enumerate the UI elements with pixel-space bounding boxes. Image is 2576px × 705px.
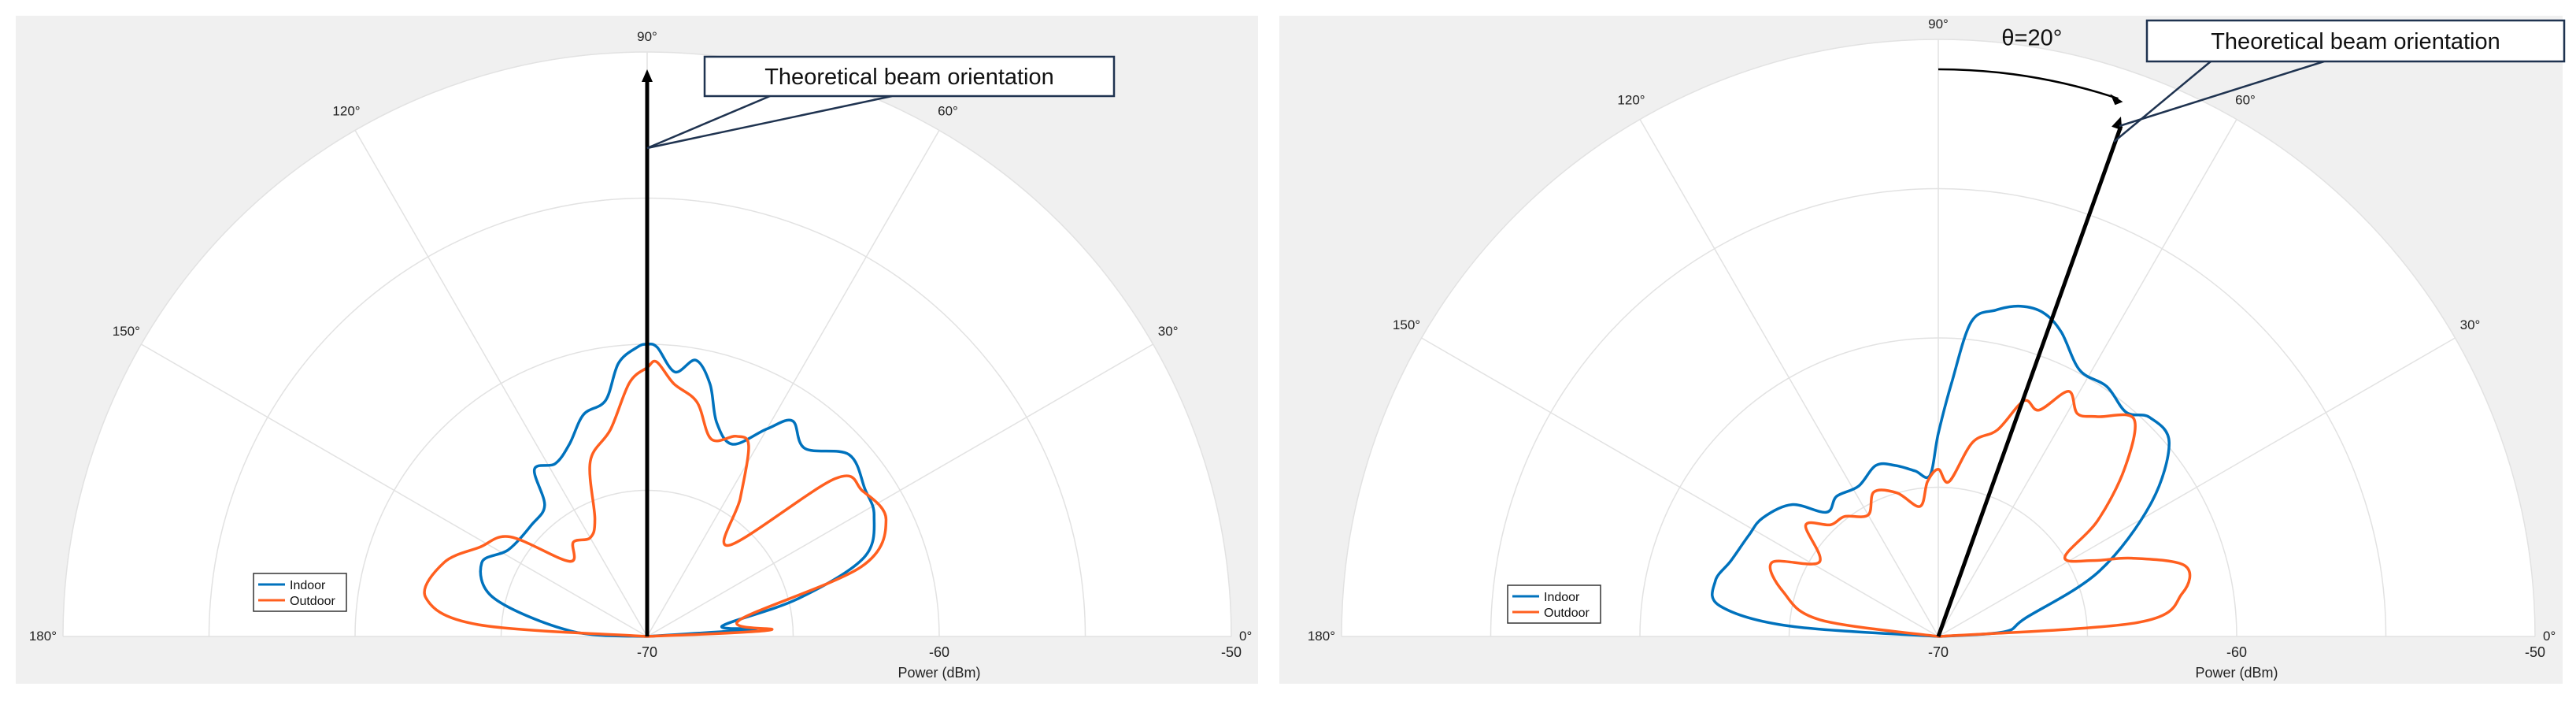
angle-tick-label: 90° [1928, 17, 1949, 32]
grid-spoke [646, 130, 940, 637]
legend-box [253, 573, 347, 612]
radial-tick-label: -70 [1928, 644, 1949, 660]
angle-tick-label: 90° [637, 29, 657, 44]
annotation-pointer [646, 95, 893, 150]
beam-arrow-head [2112, 117, 2123, 131]
angle-tick-label: 150° [113, 324, 140, 339]
annotation-box [703, 55, 1116, 98]
annotation-text: Theoretical beam orientation [764, 65, 1054, 90]
angle-tick-label: 60° [938, 103, 958, 118]
grid-spoke [1938, 337, 2456, 637]
legend-label: Indoor [290, 579, 326, 592]
x-axis-label: Power (dBm) [898, 665, 980, 681]
legend-label: Outdoor [290, 595, 335, 608]
angle-tick-label: 30° [2460, 317, 2481, 332]
grid-spoke [1639, 119, 1939, 637]
angle-tick-label: 30° [1158, 324, 1179, 339]
radial-tick-label: -60 [2226, 644, 2247, 660]
annotation-box [2145, 19, 2566, 63]
angle-tick-label: 150° [1393, 317, 1420, 332]
angle-tick-label: 120° [1617, 93, 1645, 108]
radial-tick-label: -50 [2525, 644, 2545, 660]
polar-chart-left: 0° 30° 60° 90° 120° 150° 180° -70 -60 -50 Power (d… [0, 0, 1275, 701]
angle-label: θ=20° [2001, 25, 2062, 50]
series-line-indoor [479, 342, 876, 638]
angle-tick-label: 120° [332, 103, 360, 118]
legend-label: Outdoor [1544, 607, 1590, 620]
legend-label: Indoor [1544, 591, 1580, 604]
beam-arrow-line [1936, 125, 2123, 637]
x-axis-label: Power (dBm) [2195, 665, 2278, 681]
angle-tick-label: 0° [2543, 629, 2556, 644]
grid-spoke [141, 343, 648, 637]
angle-arc [1938, 68, 2119, 100]
polar-chart-right: 0° 30° 60° 90° 120° 150° 180° -70 -60 -50 Power (d… [1275, 0, 2576, 701]
polar-plot-right: 0° 30° 60° 90° 120° 150° 180° -70 -60 -50 Power (d… [1279, 16, 2566, 684]
grid-spoke [1938, 119, 2237, 637]
angle-tick-label: 60° [2235, 93, 2256, 108]
grid-spoke [646, 343, 1153, 637]
angle-tick-label: 180° [1308, 629, 1335, 644]
legend-box [1507, 584, 1601, 624]
annotation-text: Theoretical beam orientation [2211, 29, 2500, 54]
angle-tick-label: 0° [1239, 629, 1252, 644]
annotation-pointer [2119, 60, 2325, 128]
angle-arc-head [2110, 94, 2123, 106]
polar-plot-left: 0° 30° 60° 90° 120° 150° 180° -70 -60 -50 Power (d… [16, 16, 1258, 684]
angle-tick-label: 180° [29, 629, 57, 644]
radial-tick-label: -70 [637, 644, 657, 660]
grid-spoke [1421, 337, 1939, 637]
radial-tick-label: -50 [1221, 644, 1242, 660]
annotation-pointer [2113, 61, 2211, 143]
series-line-outdoor [1768, 390, 2192, 638]
series-line-indoor [1711, 304, 2171, 638]
grid-spoke [354, 130, 648, 637]
radial-tick-label: -60 [929, 644, 949, 660]
series-line-outdoor [423, 359, 888, 638]
beam-arrow-head [642, 69, 653, 82]
annotation-pointer [646, 95, 771, 150]
